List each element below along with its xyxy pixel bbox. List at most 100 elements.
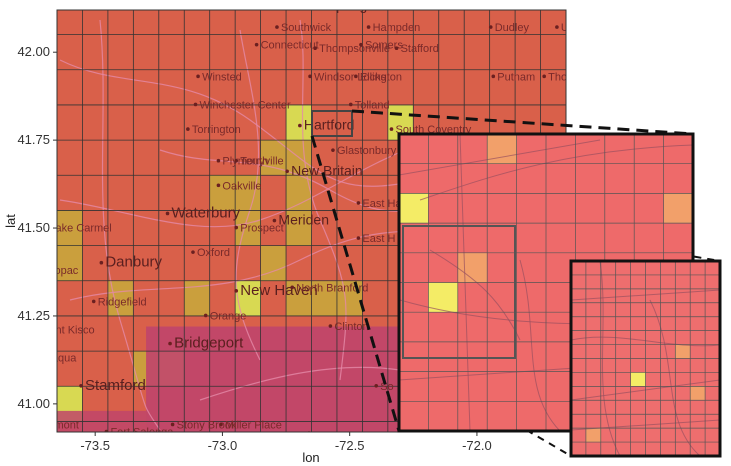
- inset-cell: [399, 193, 429, 224]
- place-dot: [196, 74, 200, 79]
- zoom-region-box: [311, 110, 353, 137]
- place-dot: [99, 260, 104, 265]
- place-label: Springfield: [327, 0, 393, 13]
- place-dot: [168, 341, 172, 346]
- place-label: New Haven: [240, 282, 318, 299]
- place-label: Stamford: [85, 377, 146, 394]
- place-label: Orange: [210, 310, 247, 322]
- place-label: Torrington: [192, 124, 241, 136]
- heat-cell: [57, 210, 83, 246]
- place-dot: [234, 158, 239, 163]
- place-label: Ellington: [360, 71, 402, 83]
- place-label: Prospect: [240, 223, 283, 235]
- place-dot: [79, 384, 83, 388]
- inset-road: [399, 139, 601, 176]
- inset1-zoom-box: [402, 225, 516, 359]
- place-dot: [288, 433, 292, 437]
- road: [99, 19, 161, 431]
- place-label: Putnam: [497, 71, 535, 83]
- inset-road: [571, 336, 720, 347]
- place-label: Bridgeport: [174, 335, 244, 352]
- y-tick-label: 41.25: [17, 308, 50, 323]
- place-label: Ridgefield: [98, 296, 147, 308]
- place-dot: [170, 422, 175, 427]
- inset-cell: [630, 372, 646, 387]
- place-label: Plymouth: [222, 156, 268, 168]
- inset-cell: [663, 193, 693, 224]
- place-label: East H: [362, 233, 395, 245]
- place-label: Glastonbury Ce: [337, 145, 413, 157]
- inset-road: [599, 261, 621, 456]
- heat-cell: [286, 280, 312, 316]
- place-dot: [374, 384, 379, 388]
- place-dot: [234, 289, 239, 293]
- x-tick-label: -73.0: [208, 438, 238, 453]
- place-label: unt Kisco: [49, 325, 94, 337]
- place-dot: [356, 201, 361, 205]
- place-dot: [394, 46, 399, 50]
- place-dot: [49, 423, 53, 427]
- place-dot: [328, 324, 333, 328]
- place-label: Fort Salonga: [110, 427, 174, 439]
- inset-cell: [675, 344, 691, 359]
- place-dot: [298, 123, 302, 128]
- place-label: opac: [54, 265, 78, 277]
- inset-road: [519, 259, 561, 431]
- inset-road: [419, 144, 693, 201]
- zoom-connectors: [310, 109, 694, 432]
- place-label: Danbury: [105, 254, 162, 271]
- place-label: Waterbury: [172, 204, 241, 221]
- place-label: Lake Carmel: [49, 223, 111, 235]
- place-dot: [290, 285, 295, 290]
- heat-cell: [336, 280, 363, 316]
- place-label: Winsted: [202, 71, 242, 83]
- road: [59, 139, 431, 228]
- place-label: Terryville: [240, 156, 283, 168]
- place-label: Hampden: [373, 22, 421, 34]
- place-label: Thompso: [548, 71, 594, 83]
- place-label: Southwick: [281, 22, 332, 34]
- place-dot: [354, 74, 358, 79]
- inset2-cells: [585, 344, 706, 443]
- place-dot: [313, 46, 317, 50]
- place-label: Calverton: [294, 430, 341, 442]
- place-label: Winchester Center: [200, 99, 291, 111]
- x-tick-label: -73.5: [80, 438, 110, 453]
- place-label: Miller Place: [225, 419, 282, 431]
- y-axis-label: lat: [3, 214, 18, 228]
- place-label: Dudley: [495, 22, 530, 34]
- place-label: Stony Brook: [177, 419, 237, 431]
- place-dot: [366, 25, 371, 29]
- place-dot: [356, 236, 361, 240]
- place-dot: [321, 4, 325, 8]
- place-dot: [308, 74, 312, 79]
- place-dot: [285, 169, 289, 174]
- place-label: East Ha: [362, 198, 402, 210]
- place-dot: [165, 211, 170, 216]
- heat-cell: [286, 104, 312, 141]
- place-dot: [331, 148, 335, 152]
- place-label: New Britain: [291, 162, 363, 178]
- x-tick-label: -72.0: [462, 438, 492, 453]
- road: [235, 29, 261, 361]
- place-label: So: [380, 381, 393, 393]
- place-label: mont: [54, 419, 78, 431]
- inset-cell: [585, 428, 601, 443]
- heat-cell: [57, 245, 83, 281]
- place-dot: [389, 127, 394, 131]
- place-dot: [488, 25, 493, 29]
- x-axis-label: lon: [302, 450, 319, 465]
- place-dot: [542, 74, 546, 79]
- place-label: Connecticut: [261, 40, 319, 52]
- place-dot: [219, 422, 223, 427]
- place-dot: [234, 225, 239, 230]
- place-label: Hartford: [304, 117, 355, 133]
- y-tick-label: 42.00: [17, 44, 50, 59]
- road: [299, 19, 347, 381]
- place-dot: [216, 158, 221, 163]
- road: [59, 59, 421, 187]
- inset2-grid: [571, 261, 720, 456]
- place-label: Oxford: [197, 247, 230, 259]
- heat-cell: [311, 280, 337, 316]
